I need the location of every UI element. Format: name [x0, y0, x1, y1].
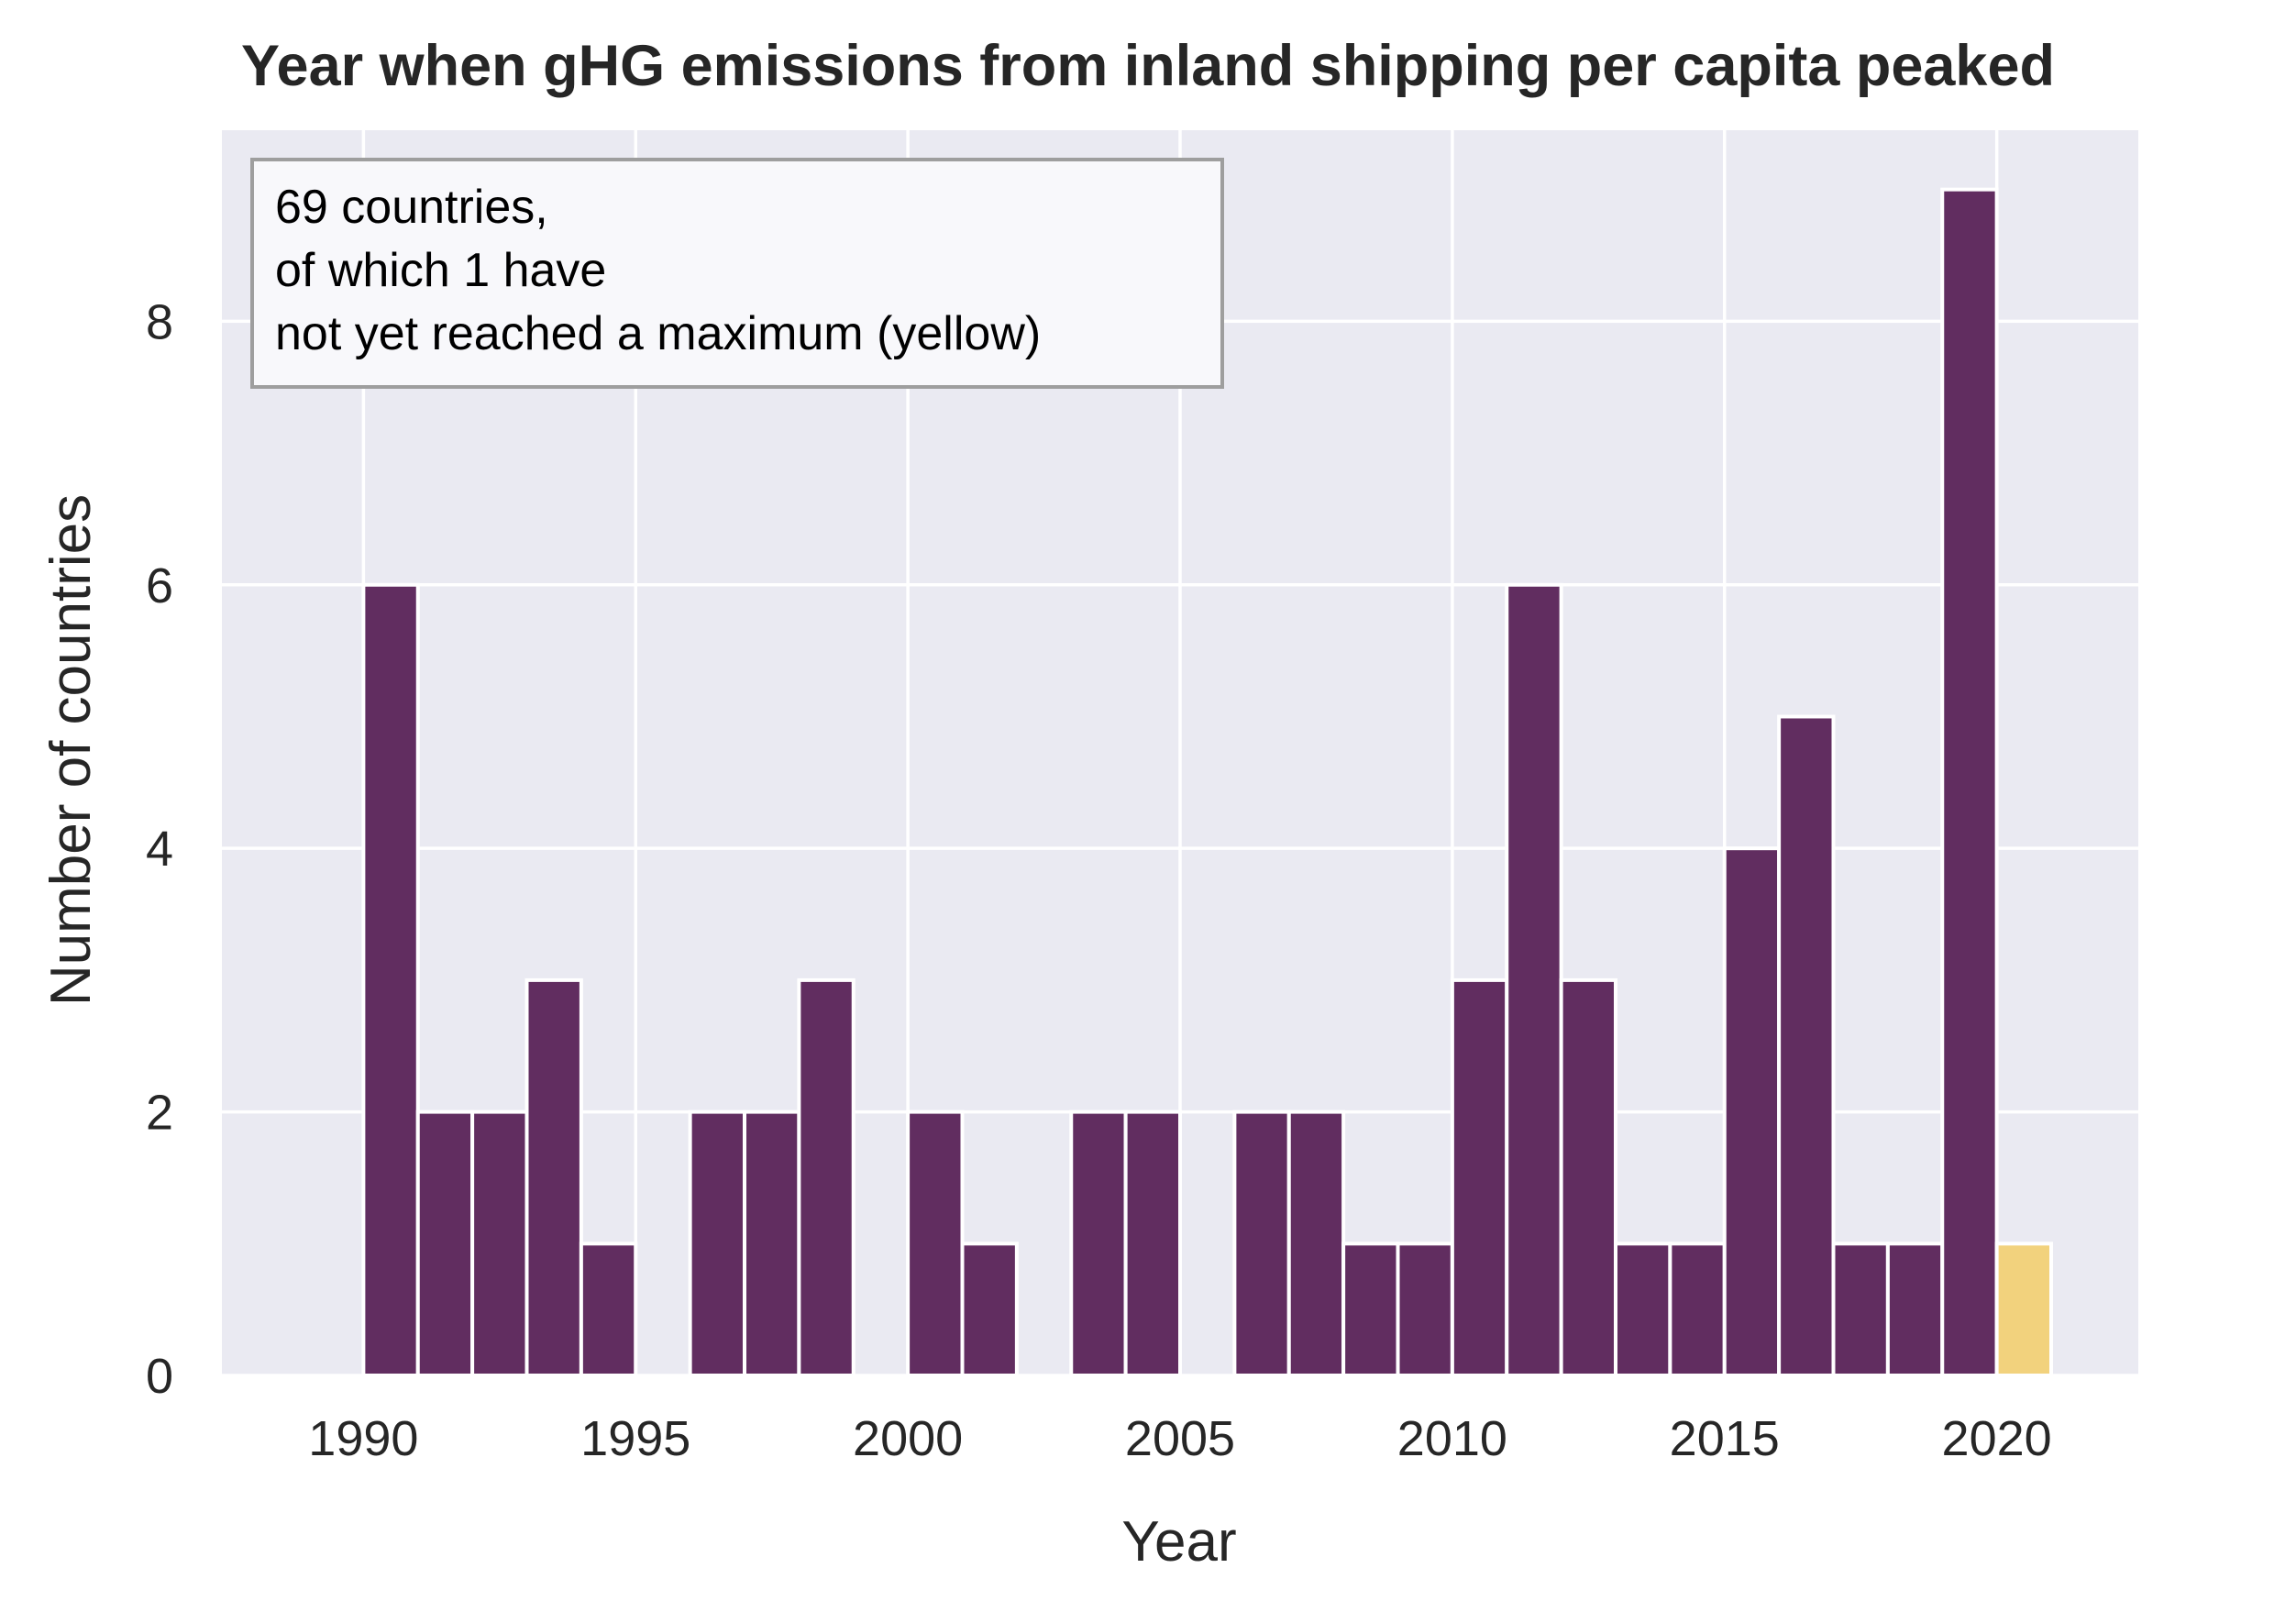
bar-peaked — [1559, 977, 1617, 1378]
y-tick-label: 2 — [146, 1086, 173, 1141]
bar-peaked — [1614, 1242, 1672, 1377]
bar-peaked — [906, 1110, 965, 1378]
chart-title: Year when gHG emissions from inland ship… — [241, 34, 2055, 98]
annotation-line-1: 69 countries, — [275, 181, 548, 234]
bar-peaked — [415, 1110, 475, 1378]
x-tick-label: 1990 — [308, 1411, 418, 1466]
annotation-line-2: of which 1 have — [275, 244, 606, 297]
bar-peaked — [1940, 187, 1999, 1378]
y-tick-label: 6 — [146, 558, 173, 613]
x-tick-label: 2020 — [1942, 1411, 2052, 1466]
bars — [361, 187, 2053, 1378]
bar-peaked — [579, 1242, 638, 1377]
bar-peaked — [1722, 846, 1782, 1377]
bar-peaked — [960, 1242, 1019, 1377]
bar-not-yet-peaked — [1994, 1242, 2053, 1377]
bar-peaked — [1396, 1242, 1454, 1377]
annotation-frame — [250, 158, 1224, 389]
bar-peaked — [688, 1110, 746, 1378]
bar-peaked — [1505, 582, 1563, 1377]
bar-peaked — [1069, 1110, 1128, 1378]
bar-peaked — [524, 977, 583, 1378]
x-tick-labels: 1990 1995 2000 2005 2010 2015 2020 — [308, 1411, 2051, 1466]
annotation-line-3: not yet reached a maximum (yellow) — [275, 307, 1041, 360]
bar-peaked — [1123, 1110, 1182, 1378]
bar-peaked — [1777, 714, 1836, 1377]
bar-peaked — [1668, 1242, 1727, 1377]
y-tick-label: 8 — [146, 294, 173, 349]
y-tick-labels: 0 2 4 6 8 — [146, 294, 173, 1404]
bar-peaked — [743, 1110, 801, 1378]
x-tick-label: 2015 — [1670, 1411, 1780, 1466]
x-tick-label: 1995 — [580, 1411, 690, 1466]
bar-peaked — [361, 582, 420, 1377]
x-axis-label: Year — [1121, 1510, 1236, 1573]
x-tick-label: 2000 — [853, 1411, 963, 1466]
y-axis-label: Number of countries — [39, 494, 103, 1006]
bar-peaked — [1232, 1110, 1291, 1378]
bar-peaked — [470, 1110, 529, 1378]
bar-peaked — [1885, 1242, 1945, 1377]
y-tick-label: 0 — [146, 1349, 173, 1404]
x-tick-label: 2010 — [1397, 1411, 1507, 1466]
bar-peaked — [1286, 1110, 1346, 1378]
bar-peaked — [1450, 977, 1509, 1378]
annotation-box: 69 countries, of which 1 have not yet re… — [250, 158, 1224, 389]
bar-peaked — [1831, 1242, 1890, 1377]
y-tick-label: 4 — [146, 822, 173, 877]
bar-peaked — [1341, 1242, 1400, 1377]
bar-peaked — [797, 977, 855, 1378]
x-tick-label: 2005 — [1125, 1411, 1235, 1466]
